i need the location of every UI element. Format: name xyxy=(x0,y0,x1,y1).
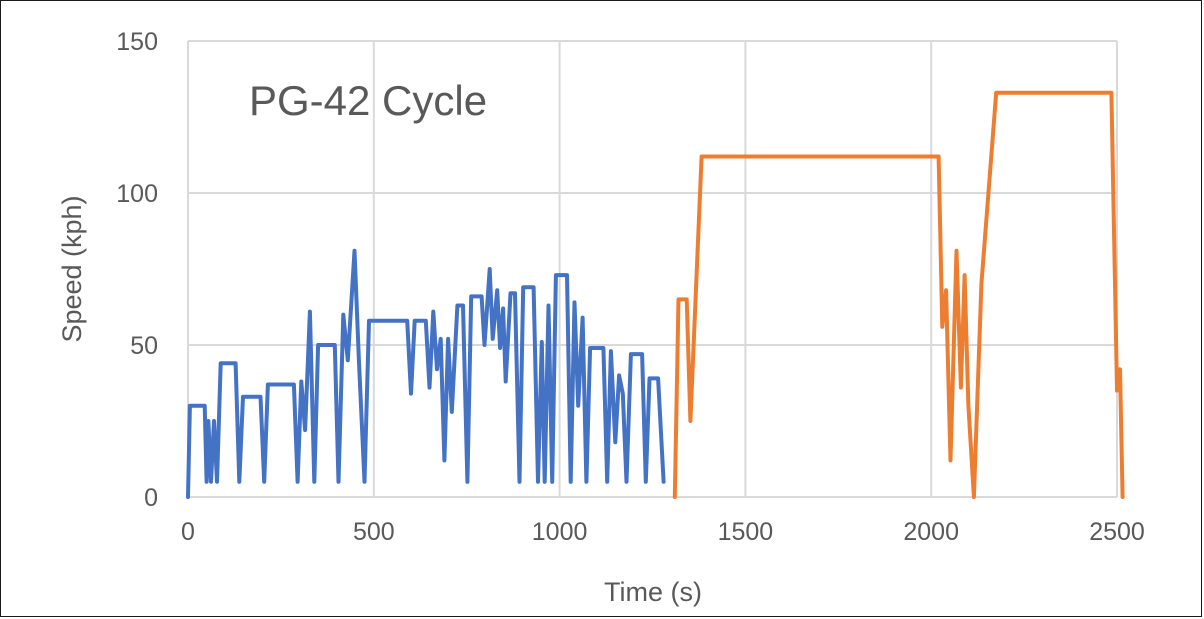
x-tick-label: 0 xyxy=(181,518,195,546)
x-tick-label: 500 xyxy=(353,518,395,546)
series-line-1 xyxy=(186,248,666,499)
y-tick-label: 150 xyxy=(116,28,158,56)
y-tick-label: 50 xyxy=(130,332,158,360)
y-tick-label: 100 xyxy=(116,180,158,208)
y-axis-title: Speed (kph) xyxy=(57,195,87,342)
chart-title: PG-42 Cycle xyxy=(249,77,487,124)
series-lines xyxy=(186,90,1125,499)
y-tick-label: 0 xyxy=(144,484,158,512)
series-line-2 xyxy=(672,90,1125,499)
x-tick-label: 2000 xyxy=(903,518,959,546)
x-tick-label: 1500 xyxy=(718,518,774,546)
x-tick-label: 2500 xyxy=(1089,518,1145,546)
x-tick-label: 1000 xyxy=(532,518,588,546)
x-axis-title: Time (s) xyxy=(604,577,702,607)
x-tick-labels: 0 500 1000 1500 2000 2500 xyxy=(181,518,1145,546)
y-tick-labels: 0 50 100 150 xyxy=(116,28,158,512)
